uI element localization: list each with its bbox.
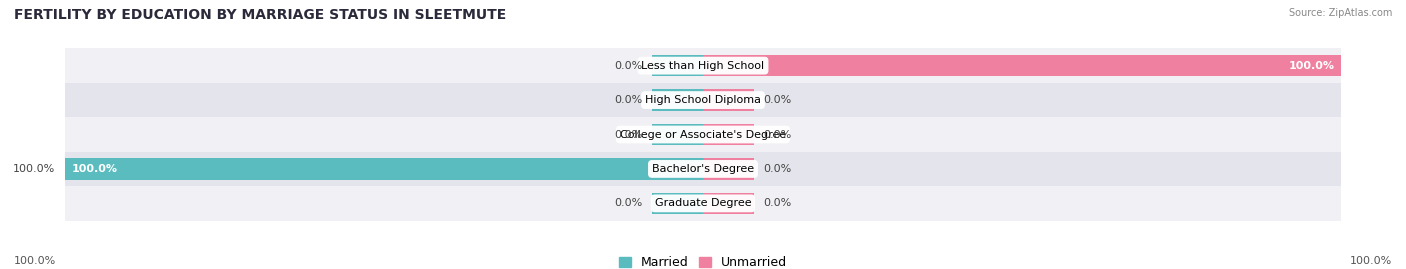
Bar xyxy=(703,124,754,145)
Text: 0.0%: 0.0% xyxy=(763,129,792,140)
Text: 100.0%: 100.0% xyxy=(1288,61,1334,71)
Text: Bachelor's Degree: Bachelor's Degree xyxy=(652,164,754,174)
Bar xyxy=(652,89,703,111)
Bar xyxy=(65,48,1341,83)
Bar xyxy=(703,158,754,180)
Text: 100.0%: 100.0% xyxy=(14,256,56,266)
Bar xyxy=(652,124,703,145)
Text: 0.0%: 0.0% xyxy=(614,198,643,208)
Text: 0.0%: 0.0% xyxy=(763,198,792,208)
Bar xyxy=(652,158,703,180)
Text: 100.0%: 100.0% xyxy=(13,164,55,174)
Bar xyxy=(65,186,1341,221)
Bar xyxy=(703,193,754,214)
Text: 0.0%: 0.0% xyxy=(614,61,643,71)
Bar xyxy=(65,117,1341,152)
Text: 100.0%: 100.0% xyxy=(72,164,118,174)
Bar xyxy=(703,55,1341,76)
Bar xyxy=(652,55,703,76)
Text: 100.0%: 100.0% xyxy=(1350,256,1392,266)
Bar xyxy=(65,152,1341,186)
Text: Source: ZipAtlas.com: Source: ZipAtlas.com xyxy=(1288,8,1392,18)
Bar xyxy=(65,158,703,180)
Legend: Married, Unmarried: Married, Unmarried xyxy=(619,256,787,269)
Text: College or Associate's Degree: College or Associate's Degree xyxy=(620,129,786,140)
Bar xyxy=(703,55,754,76)
Text: 0.0%: 0.0% xyxy=(614,129,643,140)
Bar xyxy=(65,83,1341,117)
Bar xyxy=(652,193,703,214)
Text: FERTILITY BY EDUCATION BY MARRIAGE STATUS IN SLEETMUTE: FERTILITY BY EDUCATION BY MARRIAGE STATU… xyxy=(14,8,506,22)
Bar xyxy=(703,89,754,111)
Text: High School Diploma: High School Diploma xyxy=(645,95,761,105)
Text: 0.0%: 0.0% xyxy=(614,95,643,105)
Text: 0.0%: 0.0% xyxy=(763,164,792,174)
Text: Less than High School: Less than High School xyxy=(641,61,765,71)
Text: Graduate Degree: Graduate Degree xyxy=(655,198,751,208)
Text: 0.0%: 0.0% xyxy=(763,95,792,105)
